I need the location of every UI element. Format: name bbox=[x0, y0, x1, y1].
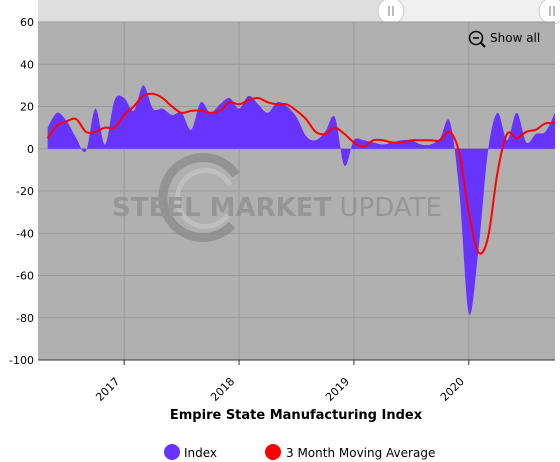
y-tick-label: 0 bbox=[27, 143, 34, 156]
y-tick-label: -60 bbox=[16, 270, 34, 283]
legend-item-index[interactable]: Index bbox=[164, 444, 217, 460]
watermark-logo: STEEL MARKET UPDATE bbox=[112, 153, 442, 242]
legend-item-moving-average[interactable]: 3 Month Moving Average bbox=[265, 444, 435, 460]
y-tick-label: 20 bbox=[20, 101, 34, 114]
y-axis: 60 40 20 0 -20 -40 -60 -80 -100 bbox=[9, 16, 34, 367]
index-area bbox=[47, 85, 555, 315]
show-all-button[interactable]: Show all bbox=[468, 30, 541, 48]
watermark-text: STEEL MARKET UPDATE bbox=[112, 193, 442, 223]
watermark-brand-bold: STEEL MARKET bbox=[112, 193, 332, 223]
y-tick-label: -100 bbox=[9, 354, 34, 367]
navigator-unselected-region bbox=[38, 0, 391, 22]
y-tick-label: 60 bbox=[20, 16, 34, 29]
show-all-label[interactable]: Show all bbox=[490, 31, 540, 45]
x-tick-label: 2020 bbox=[438, 375, 467, 404]
x-axis: 2017 2018 2019 2020 bbox=[93, 360, 470, 404]
legend-swatch-index bbox=[164, 444, 180, 460]
y-tick-label: -80 bbox=[16, 312, 34, 325]
series-moving-average bbox=[46, 92, 556, 255]
x-tick-label: 2019 bbox=[323, 375, 352, 404]
moving-average-line bbox=[46, 92, 556, 255]
x-tick-label: 2017 bbox=[93, 375, 122, 404]
legend: Index 3 Month Moving Average bbox=[164, 444, 435, 460]
range-navigator[interactable] bbox=[38, 0, 560, 25]
y-tick-label: -40 bbox=[16, 227, 34, 240]
y-tick-label: -20 bbox=[16, 185, 34, 198]
legend-swatch-moving-average bbox=[265, 444, 281, 460]
x-tick-label: 2018 bbox=[208, 375, 237, 404]
legend-label-index: Index bbox=[184, 446, 217, 460]
watermark-brand-light: UPDATE bbox=[331, 193, 442, 223]
navigator-left-handle[interactable] bbox=[377, 0, 405, 25]
y-tick-label: 40 bbox=[20, 58, 34, 71]
chart-title: Empire State Manufacturing Index bbox=[170, 408, 423, 423]
zoom-out-icon bbox=[468, 30, 484, 46]
legend-label-moving-average: 3 Month Moving Average bbox=[286, 446, 435, 460]
series-layer bbox=[46, 85, 556, 315]
series-index bbox=[47, 85, 555, 315]
